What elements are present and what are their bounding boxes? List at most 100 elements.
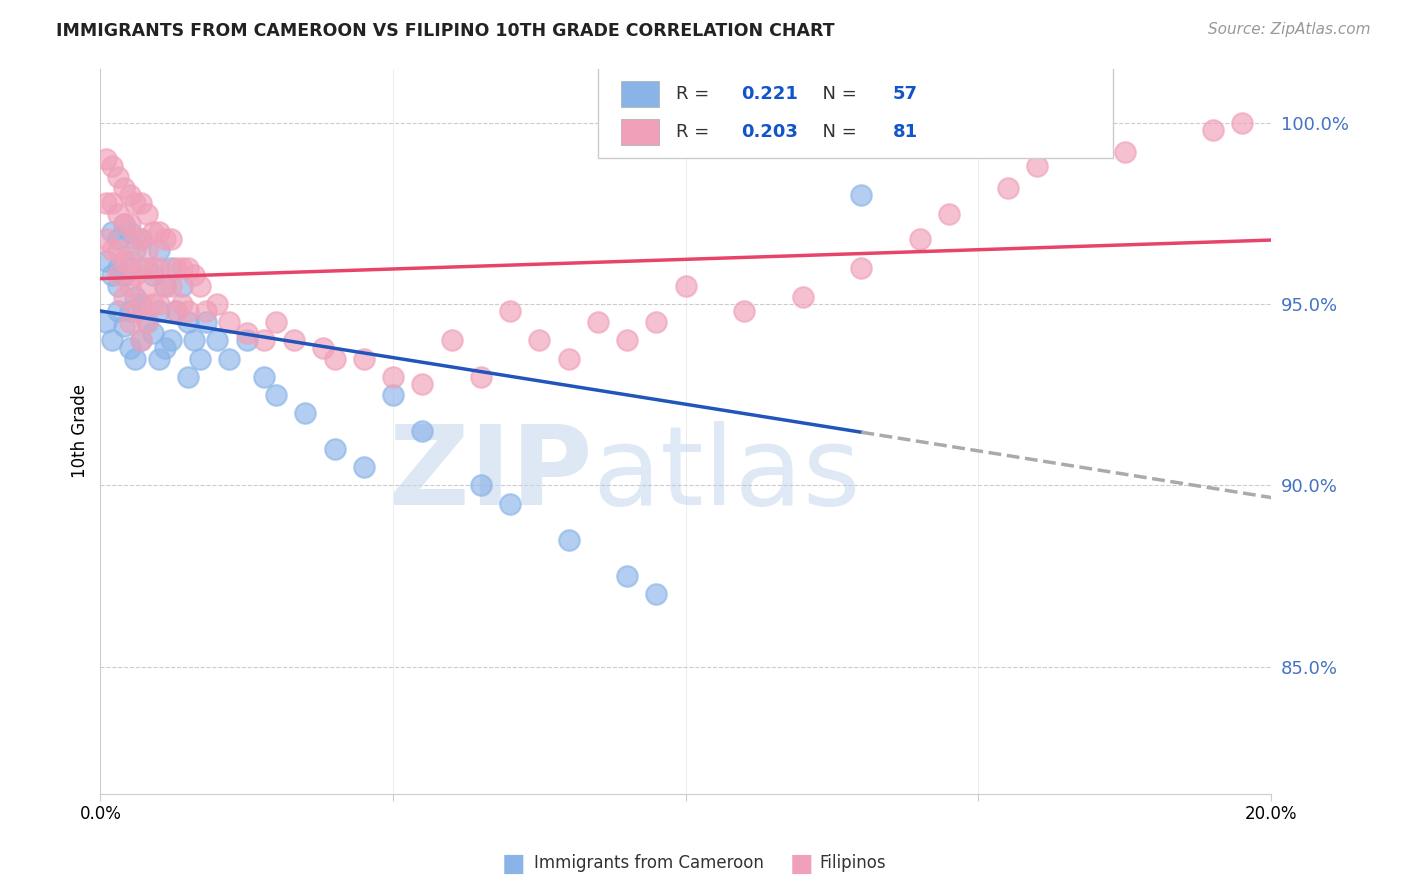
Point xyxy=(153,341,176,355)
Point xyxy=(118,315,141,329)
Point xyxy=(131,195,153,210)
Point xyxy=(107,232,129,246)
Point xyxy=(148,243,170,257)
Point xyxy=(851,188,873,202)
Point xyxy=(411,376,433,391)
Point xyxy=(112,218,135,232)
Point xyxy=(136,279,159,293)
Text: Filipinos: Filipinos xyxy=(820,855,886,872)
Point xyxy=(353,460,375,475)
Point xyxy=(997,123,1019,137)
Point xyxy=(118,253,141,268)
Text: Source: ZipAtlas.com: Source: ZipAtlas.com xyxy=(1208,22,1371,37)
FancyBboxPatch shape xyxy=(621,81,659,107)
Point xyxy=(101,243,124,257)
Point xyxy=(177,315,200,329)
Point xyxy=(112,253,135,268)
Point xyxy=(96,253,118,268)
Point xyxy=(124,243,146,257)
Text: Immigrants from Cameroon: Immigrants from Cameroon xyxy=(534,855,763,872)
Point xyxy=(131,334,153,348)
Text: N =: N = xyxy=(811,123,862,141)
Point xyxy=(264,388,287,402)
Point xyxy=(124,232,146,246)
Point xyxy=(159,232,181,246)
Point xyxy=(1026,160,1049,174)
Point xyxy=(382,369,405,384)
Point xyxy=(124,304,146,318)
Point xyxy=(645,315,668,329)
Point xyxy=(101,268,124,283)
Point xyxy=(131,232,153,246)
Point xyxy=(118,260,141,275)
Point xyxy=(207,297,229,311)
Point xyxy=(235,334,257,348)
Point xyxy=(616,334,638,348)
Point xyxy=(131,232,153,246)
Point xyxy=(118,279,141,293)
Point xyxy=(165,304,187,318)
FancyBboxPatch shape xyxy=(621,120,659,145)
Point xyxy=(183,268,205,283)
Point xyxy=(253,369,276,384)
Point xyxy=(107,260,129,275)
Point xyxy=(112,290,135,304)
Point xyxy=(148,297,170,311)
Point xyxy=(96,195,118,210)
Text: 81: 81 xyxy=(893,123,918,141)
Point xyxy=(177,369,200,384)
Point xyxy=(136,206,159,220)
Point xyxy=(118,225,141,239)
Point xyxy=(107,268,129,283)
Point xyxy=(124,268,146,283)
Point xyxy=(645,587,668,601)
Point xyxy=(235,326,257,341)
Y-axis label: 10th Grade: 10th Grade xyxy=(72,384,89,478)
Point xyxy=(107,206,129,220)
Point xyxy=(207,334,229,348)
Text: IMMIGRANTS FROM CAMEROON VS FILIPINO 10TH GRADE CORRELATION CHART: IMMIGRANTS FROM CAMEROON VS FILIPINO 10T… xyxy=(56,22,835,40)
Point xyxy=(112,268,135,283)
Point xyxy=(586,315,609,329)
Point xyxy=(165,304,187,318)
Point xyxy=(159,334,181,348)
Point xyxy=(183,334,205,348)
Point xyxy=(1230,116,1253,130)
Point xyxy=(177,260,200,275)
Point xyxy=(218,351,240,366)
Point xyxy=(118,218,141,232)
Point xyxy=(131,297,153,311)
Point xyxy=(499,497,522,511)
Point xyxy=(124,351,146,366)
Point xyxy=(124,290,146,304)
Point xyxy=(997,181,1019,195)
Point xyxy=(188,279,211,293)
Point xyxy=(194,304,217,318)
Text: 0.203: 0.203 xyxy=(741,123,797,141)
Point xyxy=(142,268,165,283)
Point xyxy=(323,351,346,366)
Point xyxy=(253,334,276,348)
Point xyxy=(470,369,492,384)
Point xyxy=(107,243,129,257)
Point xyxy=(353,351,375,366)
Point xyxy=(101,334,124,348)
Point xyxy=(294,406,316,420)
Point xyxy=(96,152,118,166)
Point xyxy=(908,232,931,246)
Text: 0.221: 0.221 xyxy=(741,85,797,103)
Point xyxy=(136,243,159,257)
Point xyxy=(616,569,638,583)
Point xyxy=(733,304,755,318)
Point xyxy=(148,351,170,366)
Point xyxy=(159,260,181,275)
Point xyxy=(118,304,141,318)
Point xyxy=(675,279,697,293)
Point xyxy=(177,304,200,318)
Point xyxy=(153,279,176,293)
Point xyxy=(153,232,176,246)
Point xyxy=(96,232,118,246)
Point xyxy=(165,260,187,275)
Point xyxy=(112,218,135,232)
Text: ■: ■ xyxy=(502,852,524,875)
